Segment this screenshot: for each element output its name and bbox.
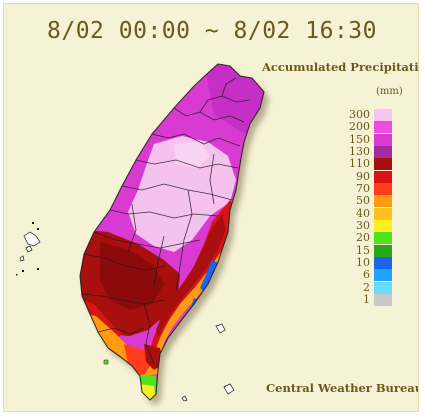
legend-row: 200 bbox=[342, 120, 402, 134]
legend-swatch bbox=[374, 170, 392, 183]
legend-swatch bbox=[374, 133, 392, 146]
legend-label: 15 bbox=[356, 243, 370, 257]
legend-label: 150 bbox=[349, 132, 370, 146]
legend-swatch bbox=[374, 232, 392, 245]
legend-row: 90 bbox=[342, 169, 402, 183]
time-range: 8/02 00:00 ~ 8/02 16:30 bbox=[47, 18, 377, 44]
legend-title: Accumulated Precipitation bbox=[262, 60, 419, 74]
legend-label: 40 bbox=[356, 206, 370, 220]
legend-swatch bbox=[374, 269, 392, 282]
legend-row: 110 bbox=[342, 157, 402, 171]
legend-swatch bbox=[374, 121, 392, 134]
legend-swatch bbox=[374, 281, 392, 294]
legend-row: 30 bbox=[342, 219, 402, 233]
legend-row: 40 bbox=[342, 206, 402, 220]
legend-swatch bbox=[374, 109, 392, 121]
legend-unit: (mm) bbox=[376, 86, 403, 97]
legend-swatch bbox=[374, 158, 392, 171]
legend-label: 130 bbox=[349, 145, 370, 159]
legend-swatch bbox=[374, 207, 392, 220]
legend-label: 300 bbox=[349, 108, 370, 121]
legend-swatch bbox=[374, 183, 392, 196]
legend-row: 15 bbox=[342, 243, 402, 257]
legend-swatch bbox=[374, 146, 392, 159]
legend-swatch bbox=[374, 220, 392, 233]
legend-label: 70 bbox=[356, 182, 370, 196]
legend-label: 200 bbox=[349, 120, 370, 134]
legend-label: 10 bbox=[356, 256, 370, 270]
credit-text: Central Weather Bureau bbox=[266, 381, 419, 395]
taiwan-rainfall-map bbox=[16, 63, 269, 406]
legend-row: 2 bbox=[342, 280, 402, 294]
legend-row: 10 bbox=[342, 256, 402, 270]
legend-label: 110 bbox=[349, 157, 370, 171]
legend-label: 90 bbox=[356, 169, 370, 183]
legend-label: 1 bbox=[363, 293, 370, 307]
legend-label: 2 bbox=[363, 280, 370, 294]
legend-swatch bbox=[374, 257, 392, 270]
rainfall-map-panel: 8/02 00:00 ~ 8/02 16:30 bbox=[3, 3, 419, 412]
legend-label: 20 bbox=[356, 231, 370, 245]
legend-label: 6 bbox=[363, 268, 370, 282]
precipitation-legend: 300 200 150 130 110 90 70 50 40 30 20 15 10 6 2 1 bbox=[342, 109, 402, 307]
legend-swatch bbox=[374, 294, 392, 307]
legend-row: 150 bbox=[342, 132, 402, 146]
legend-swatch bbox=[374, 244, 392, 257]
legend-row: 50 bbox=[342, 194, 402, 208]
legend-row: 6 bbox=[342, 268, 402, 282]
legend-row: 130 bbox=[342, 145, 402, 159]
legend-row: 20 bbox=[342, 231, 402, 245]
legend-row: 300 bbox=[342, 109, 402, 121]
legend-swatch bbox=[374, 195, 392, 208]
legend-row: 70 bbox=[342, 182, 402, 196]
legend-label: 30 bbox=[356, 219, 370, 233]
legend-row: 1 bbox=[342, 293, 402, 307]
legend-label: 50 bbox=[356, 194, 370, 208]
